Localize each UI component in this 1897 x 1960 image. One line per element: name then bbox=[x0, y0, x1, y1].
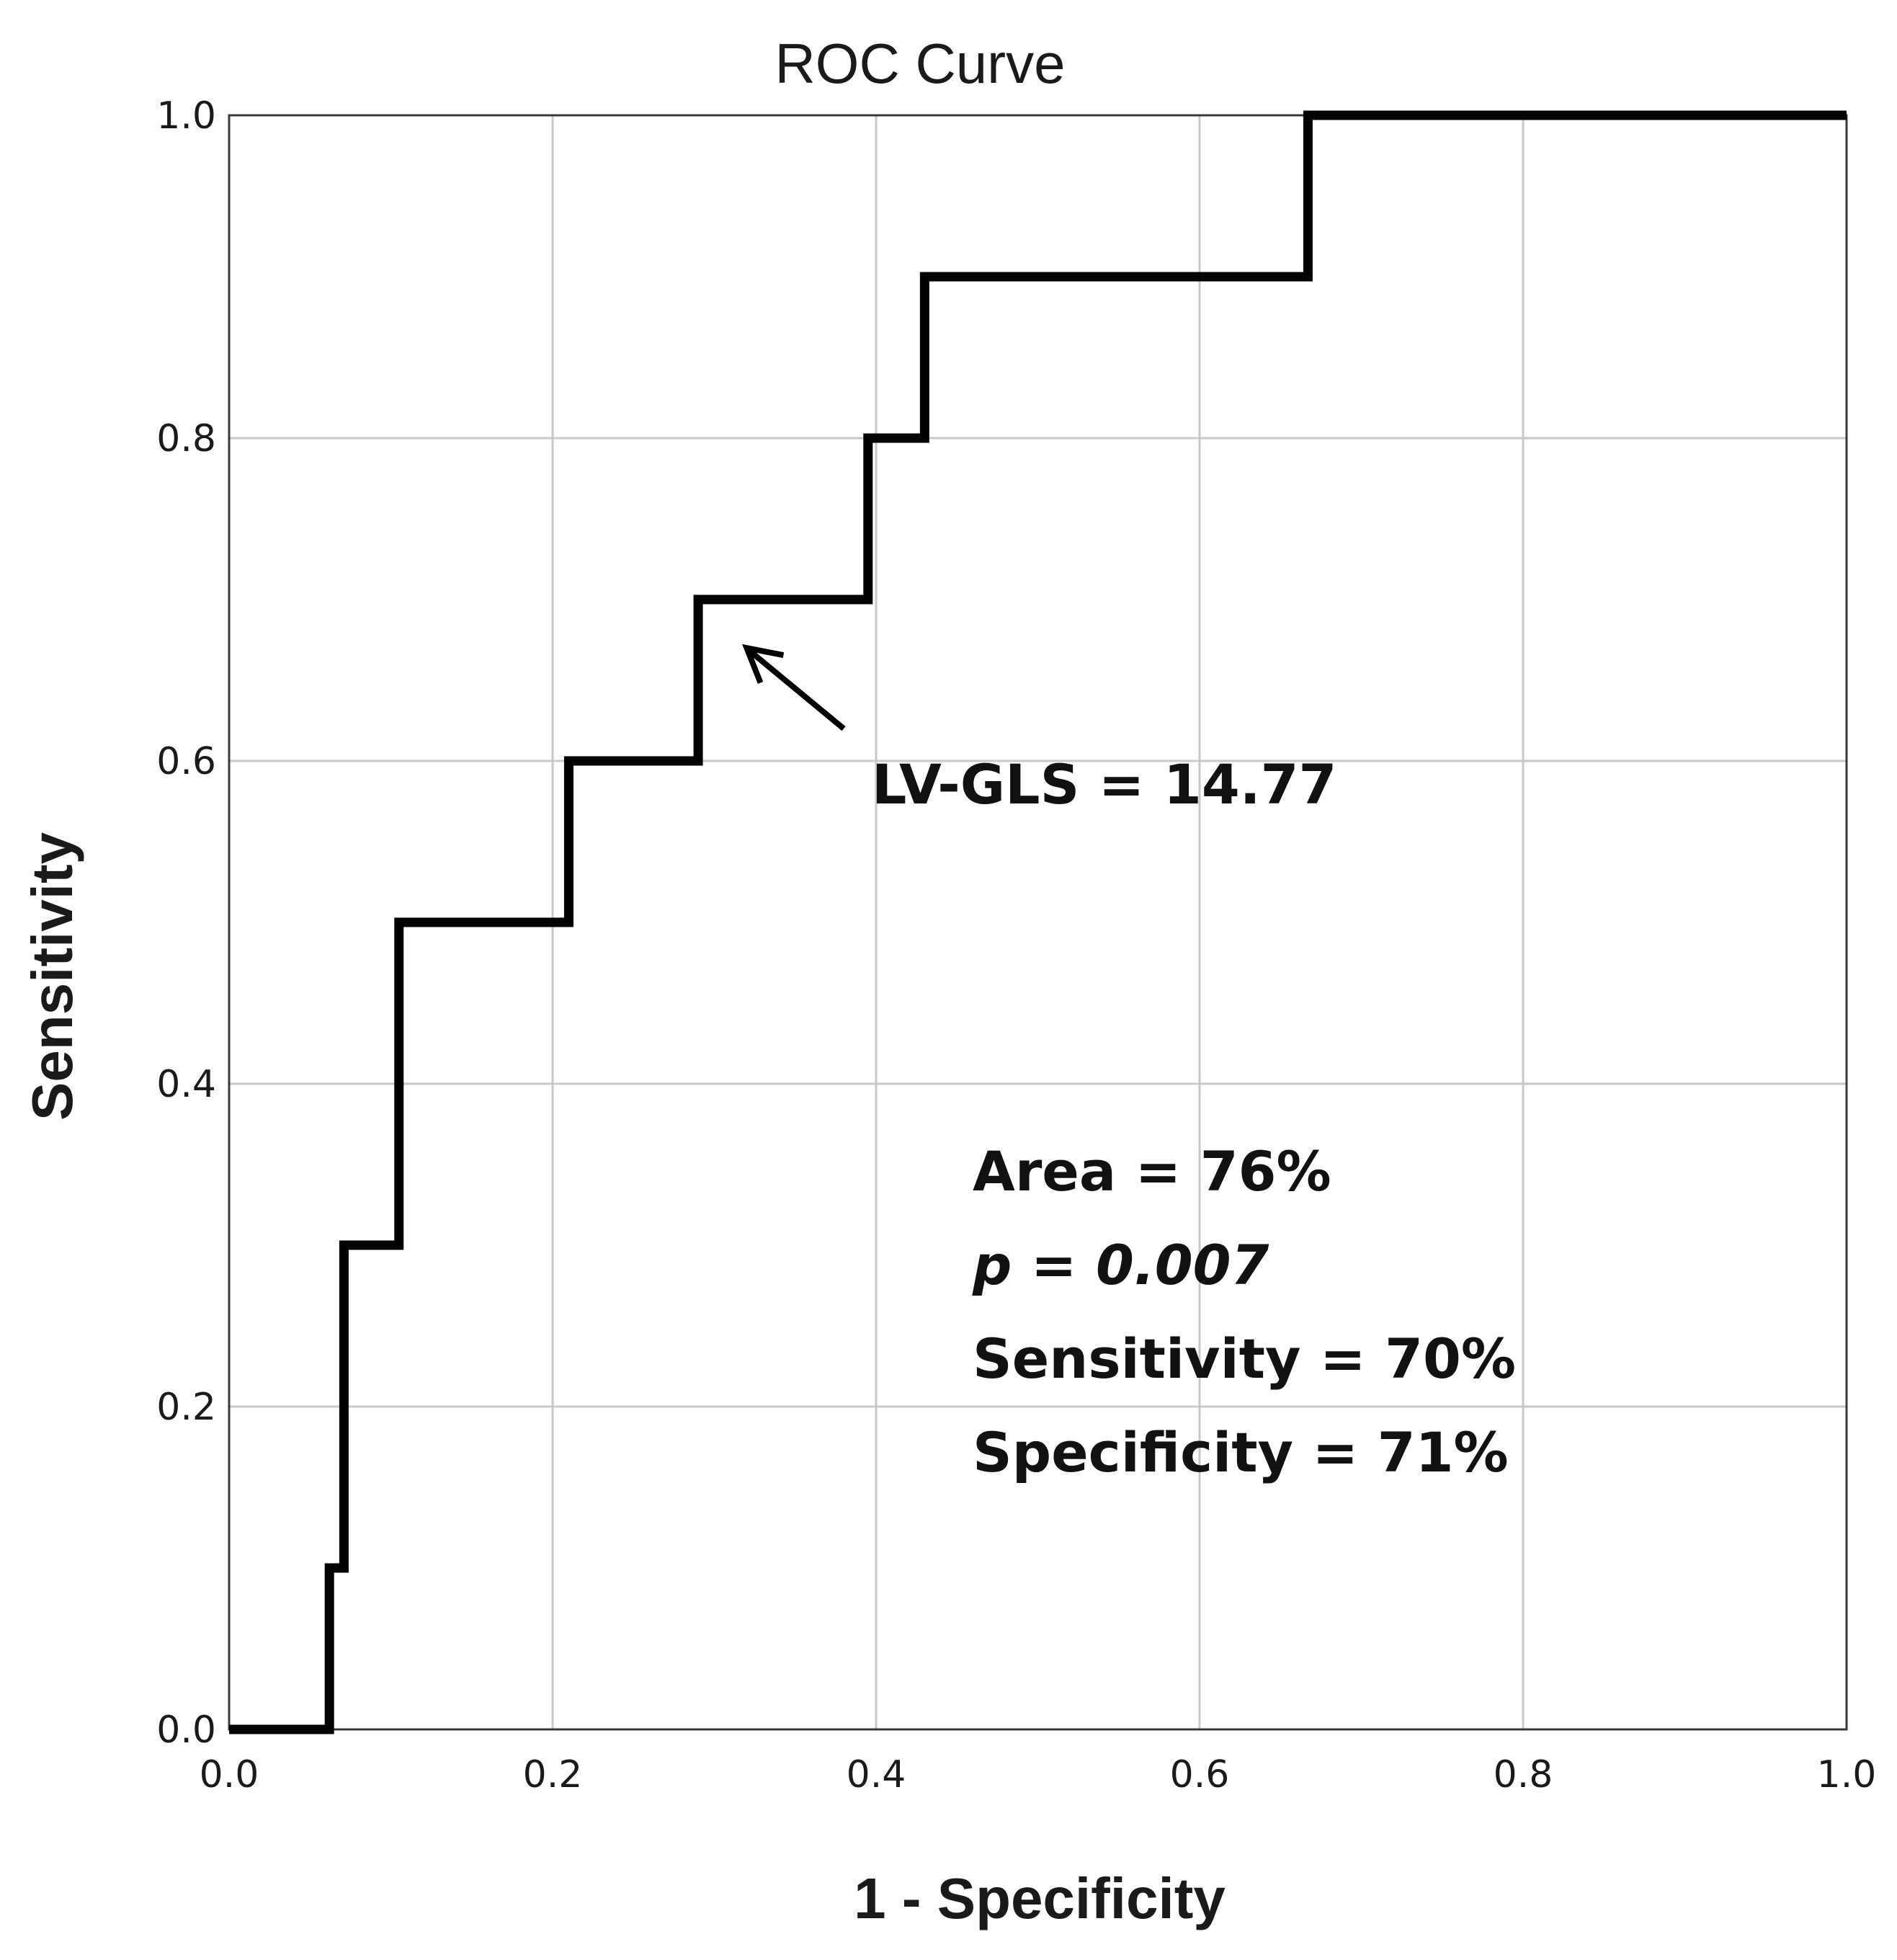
cutoff-label: LV-GLS = 14.77 bbox=[872, 752, 1336, 816]
plot-frame bbox=[228, 114, 1848, 1731]
y-axis-title: Sensitivity bbox=[20, 832, 84, 1121]
stats-annotation-block: Area = 76% p = 0.007 Sensitivity = 70% Spec… bbox=[972, 1139, 1516, 1484]
y-tick-label: 0.6 bbox=[156, 740, 216, 783]
y-tick-label: 1.0 bbox=[156, 94, 216, 138]
stats-line: p = 0.007 bbox=[972, 1233, 1269, 1297]
x-tick-label: 0.8 bbox=[1494, 1753, 1553, 1796]
x-tick-label: 0.4 bbox=[847, 1753, 906, 1796]
x-tick-label: 1.0 bbox=[1817, 1753, 1877, 1796]
y-axis-ticks: 0.0 0.2 0.4 0.6 0.8 1.0 bbox=[156, 94, 216, 1752]
stats-line: Sensitivity = 70% bbox=[973, 1327, 1516, 1391]
cutoff-arrow-head bbox=[741, 643, 785, 685]
x-tick-label: 0.2 bbox=[523, 1753, 583, 1796]
stats-line: Area = 76% bbox=[973, 1139, 1331, 1203]
y-tick-label: 0.0 bbox=[156, 1709, 216, 1752]
x-tick-label: 0.0 bbox=[200, 1753, 259, 1796]
y-tick-label: 0.4 bbox=[156, 1063, 216, 1106]
x-axis-ticks: 0.0 0.2 0.4 0.6 0.8 1.0 bbox=[200, 1753, 1877, 1796]
y-tick-label: 0.2 bbox=[156, 1386, 216, 1429]
roc-curve-line bbox=[229, 110, 1847, 1734]
x-tick-label: 0.6 bbox=[1170, 1753, 1230, 1796]
cutoff-arrow-shaft bbox=[747, 649, 846, 731]
stats-line: Specificity = 71% bbox=[973, 1420, 1509, 1484]
chart-title: ROC Curve bbox=[775, 32, 1065, 95]
y-tick-label: 0.8 bbox=[156, 417, 216, 460]
x-axis-title: 1 - Specificity bbox=[854, 1866, 1226, 1930]
